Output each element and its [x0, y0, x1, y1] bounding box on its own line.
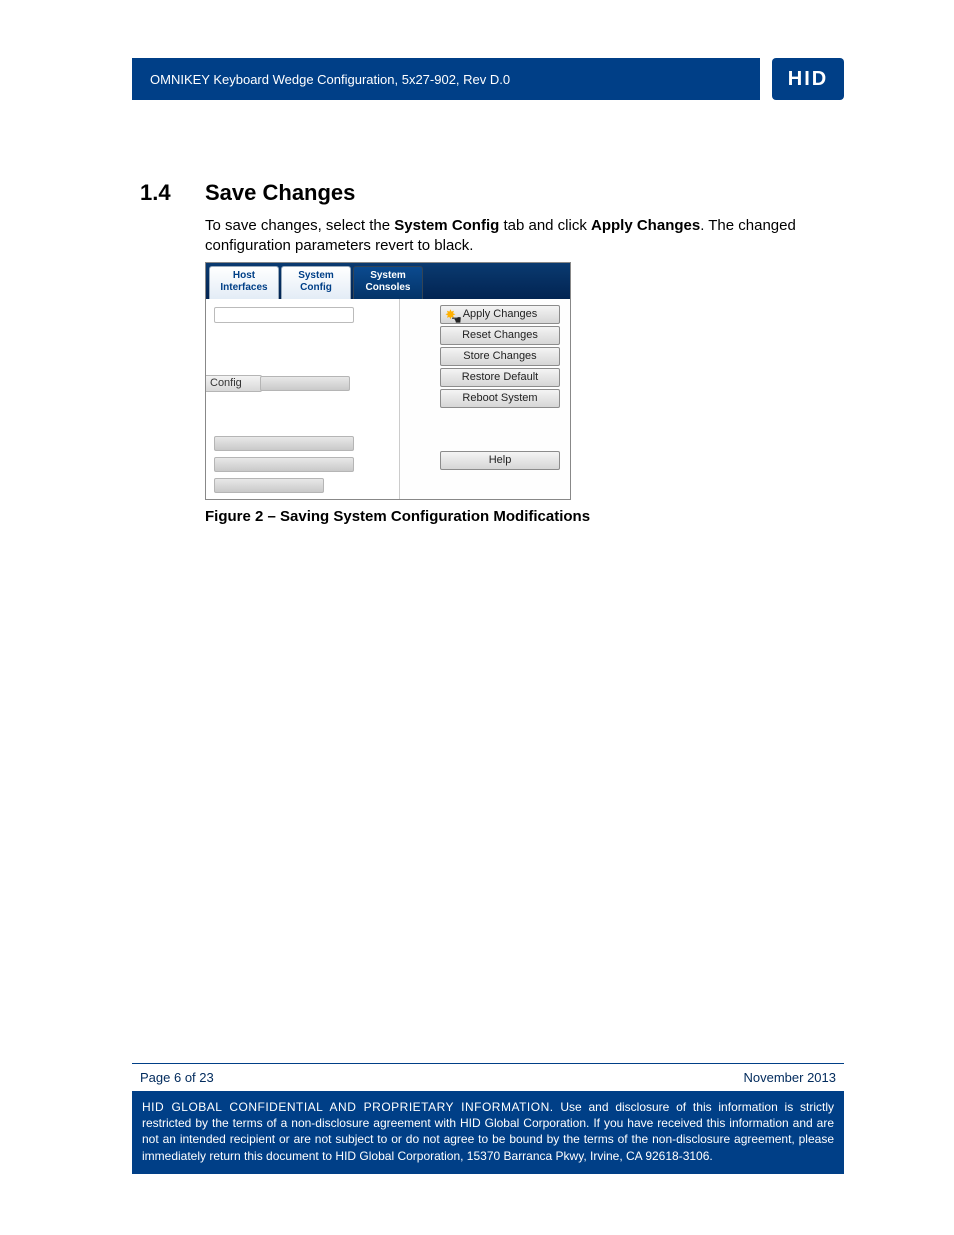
- section-title: Save Changes: [205, 180, 355, 206]
- reboot-system-button[interactable]: Reboot System: [440, 389, 560, 408]
- button-label: Help: [489, 454, 512, 466]
- header-title: OMNIKEY Keyboard Wedge Configuration, 5x…: [150, 72, 510, 87]
- tab-label-line1: System: [370, 270, 406, 281]
- tab-host-interfaces[interactable]: Host Interfaces: [209, 266, 279, 299]
- page-header: OMNIKEY Keyboard Wedge Configuration, 5x…: [132, 58, 844, 100]
- document-page: OMNIKEY Keyboard Wedge Configuration, 5x…: [0, 0, 954, 1235]
- cursor-icon: ☚: [451, 314, 462, 326]
- tab-label-line2: Interfaces: [220, 282, 267, 293]
- ui-body: Config ✸ ☚ Apply Changes Reset Changes: [206, 299, 570, 499]
- tab-label-line1: System: [298, 270, 334, 281]
- button-label: Reboot System: [462, 392, 537, 404]
- button-label: Reset Changes: [462, 329, 538, 341]
- body-paragraph: To save changes, select the System Confi…: [205, 216, 824, 257]
- section-number: 1.4: [140, 180, 205, 206]
- body-text-1: To save changes, select the: [205, 217, 394, 234]
- tab-label-line2: Config: [300, 282, 332, 293]
- figure-caption: Figure 2 – Saving System Configuration M…: [205, 508, 590, 525]
- legal-notice: HID GLOBAL CONFIDENTIAL AND PROPRIETARY …: [132, 1091, 844, 1174]
- page-number: Page 6 of 23: [140, 1070, 214, 1085]
- reset-changes-button[interactable]: Reset Changes: [440, 326, 560, 345]
- config-row: Config: [206, 375, 350, 392]
- ui-right-panel: ✸ ☚ Apply Changes Reset Changes Store Ch…: [399, 299, 570, 499]
- button-label: Apply Changes: [463, 308, 538, 320]
- help-button[interactable]: Help: [440, 451, 560, 470]
- body-bold-2: Apply Changes: [591, 217, 700, 234]
- tab-bar: Host Interfaces System Config System Con…: [206, 263, 570, 299]
- header-title-bar: OMNIKEY Keyboard Wedge Configuration, 5x…: [132, 58, 760, 100]
- footer-meta-row: Page 6 of 23 November 2013: [132, 1070, 844, 1091]
- restore-default-button[interactable]: Restore Default: [440, 368, 560, 387]
- store-changes-button[interactable]: Store Changes: [440, 347, 560, 366]
- ui-left-panel: Config: [206, 299, 399, 499]
- body-text-2: tab and click: [499, 217, 591, 234]
- placeholder-bar: [214, 457, 354, 472]
- tab-label-line2: Consoles: [365, 282, 410, 293]
- placeholder-bar: [214, 478, 324, 493]
- body-bold-1: System Config: [394, 217, 499, 234]
- placeholder-bar: [214, 436, 354, 451]
- footer-date: November 2013: [744, 1070, 837, 1085]
- placeholder-bars: [214, 436, 354, 499]
- footer-divider: [132, 1063, 844, 1064]
- page-footer: Page 6 of 23 November 2013 HID GLOBAL CO…: [132, 1063, 844, 1174]
- config-ui-screenshot: Host Interfaces System Config System Con…: [205, 262, 571, 500]
- config-label: Config: [206, 375, 262, 392]
- config-field[interactable]: [260, 376, 350, 391]
- apply-changes-button[interactable]: ✸ ☚ Apply Changes: [440, 305, 560, 324]
- legal-bold: HID GLOBAL CONFIDENTIAL AND PROPRIETARY …: [142, 1100, 554, 1114]
- button-label: Store Changes: [463, 350, 536, 362]
- text-field[interactable]: [214, 307, 354, 323]
- tab-system-config[interactable]: System Config: [281, 266, 351, 299]
- section-heading: 1.4 Save Changes: [140, 180, 844, 206]
- hid-logo: HID: [772, 58, 844, 100]
- tab-label-line1: Host: [233, 270, 255, 281]
- button-label: Restore Default: [462, 371, 538, 383]
- tab-system-consoles[interactable]: System Consoles: [353, 266, 423, 299]
